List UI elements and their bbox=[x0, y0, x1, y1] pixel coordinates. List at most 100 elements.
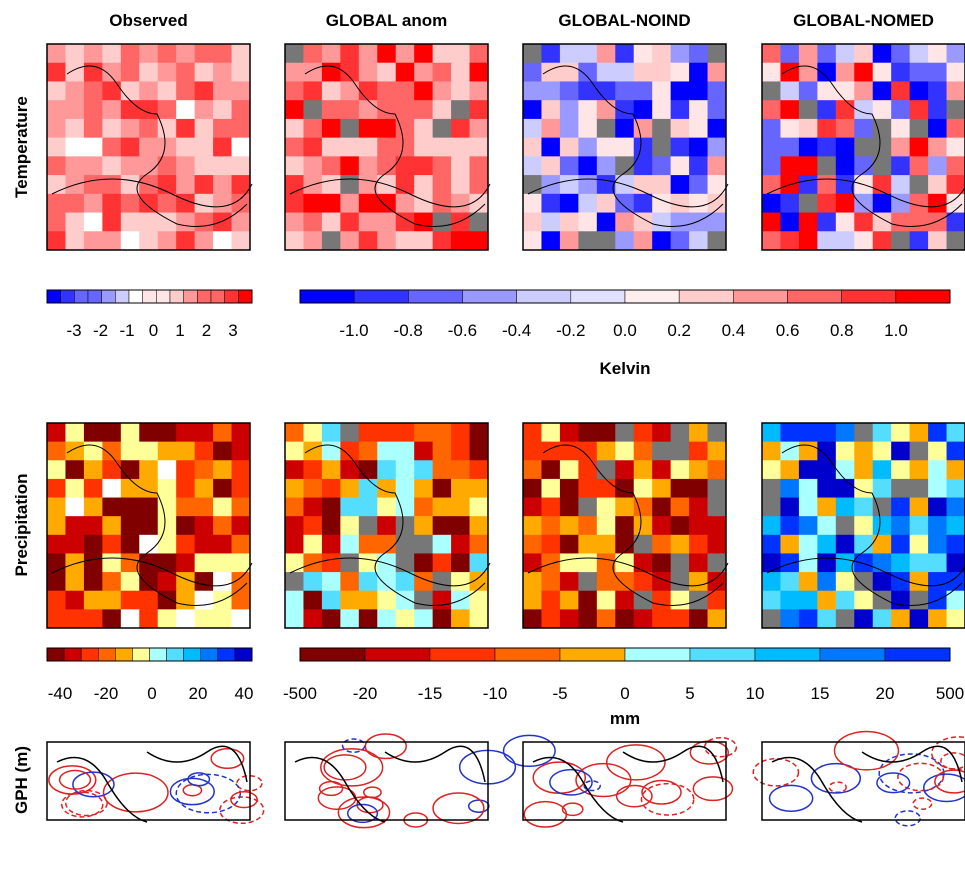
map-cell bbox=[451, 423, 470, 442]
colorbar-tick-label: -0.2 bbox=[556, 321, 585, 340]
map-cell bbox=[799, 100, 818, 119]
map-cell bbox=[928, 194, 947, 213]
map-cell bbox=[303, 442, 322, 461]
map-cell bbox=[891, 516, 910, 535]
map-cell bbox=[780, 572, 799, 591]
map-cell bbox=[708, 156, 727, 175]
map-cell bbox=[470, 423, 489, 442]
map-cell bbox=[322, 609, 341, 628]
map-cell bbox=[523, 479, 542, 498]
map-cell bbox=[708, 609, 727, 628]
map-cell bbox=[652, 213, 671, 232]
map-cell bbox=[303, 516, 322, 535]
map-cell bbox=[799, 423, 818, 442]
colorbar-tick-label: 0.6 bbox=[776, 321, 800, 340]
map-cell bbox=[762, 442, 781, 461]
map-cell bbox=[671, 516, 690, 535]
map-cell bbox=[396, 63, 415, 82]
map-cell bbox=[762, 479, 781, 498]
map-cell bbox=[597, 535, 616, 554]
map-cell bbox=[47, 498, 66, 517]
map-cell bbox=[689, 100, 708, 119]
map-cell bbox=[817, 479, 836, 498]
map-cell bbox=[762, 63, 781, 82]
map-cell bbox=[891, 213, 910, 232]
map-cell bbox=[708, 119, 727, 138]
map-cell bbox=[780, 138, 799, 157]
map-cell bbox=[560, 479, 579, 498]
map-cell bbox=[213, 609, 232, 628]
map-cell bbox=[470, 231, 489, 250]
map-cell bbox=[340, 572, 359, 591]
map-cell bbox=[213, 479, 232, 498]
map-cell bbox=[541, 442, 560, 461]
map-cell bbox=[891, 591, 910, 610]
map-cell bbox=[910, 442, 929, 461]
map-cell bbox=[414, 81, 433, 100]
map-cell bbox=[817, 100, 836, 119]
colorbar-tick-label: -15 bbox=[418, 684, 443, 703]
map-cell bbox=[47, 138, 66, 157]
map-cell bbox=[232, 460, 251, 479]
map-cell bbox=[322, 572, 341, 591]
map-cell bbox=[470, 119, 489, 138]
map-cell bbox=[836, 63, 855, 82]
map-cell bbox=[451, 138, 470, 157]
map-cell bbox=[232, 516, 251, 535]
map-cell bbox=[285, 194, 304, 213]
map-cell bbox=[947, 213, 965, 232]
map-cell bbox=[947, 423, 965, 442]
map-cell bbox=[578, 63, 597, 82]
colorbar-tick-label: 0 bbox=[147, 684, 156, 703]
map-cell bbox=[799, 572, 818, 591]
map-cell bbox=[854, 460, 873, 479]
row-label: GPH (m) bbox=[12, 746, 31, 814]
colorbar-segment bbox=[88, 290, 102, 303]
map-cell bbox=[947, 553, 965, 572]
map-cell bbox=[139, 516, 158, 535]
map-cell bbox=[854, 516, 873, 535]
map-cell bbox=[523, 460, 542, 479]
map-cell bbox=[396, 194, 415, 213]
map-cell bbox=[817, 535, 836, 554]
map-cell bbox=[377, 81, 396, 100]
map-cell bbox=[414, 516, 433, 535]
map-cell bbox=[854, 591, 873, 610]
map-cell bbox=[578, 572, 597, 591]
map-cell bbox=[102, 609, 121, 628]
map-cell bbox=[873, 479, 892, 498]
map-cell bbox=[597, 460, 616, 479]
map-cell bbox=[232, 138, 251, 157]
map-cell bbox=[451, 44, 470, 63]
map-cell bbox=[121, 516, 140, 535]
map-cell bbox=[671, 44, 690, 63]
map-cell bbox=[47, 194, 66, 213]
colorbar-tick-label: 0.2 bbox=[667, 321, 691, 340]
map-cell bbox=[873, 63, 892, 82]
map-cell bbox=[340, 81, 359, 100]
map-cell bbox=[873, 609, 892, 628]
map-cell bbox=[578, 553, 597, 572]
map-cell bbox=[303, 194, 322, 213]
map-cell bbox=[523, 44, 542, 63]
map-cell bbox=[359, 194, 378, 213]
map-cell bbox=[213, 535, 232, 554]
map-cell bbox=[578, 479, 597, 498]
map-cell bbox=[414, 535, 433, 554]
map-cell bbox=[597, 609, 616, 628]
map-cell bbox=[322, 231, 341, 250]
map-cell bbox=[377, 213, 396, 232]
map-cell bbox=[195, 442, 214, 461]
map-cell bbox=[232, 479, 251, 498]
map-cell bbox=[634, 572, 653, 591]
map-cell bbox=[451, 213, 470, 232]
map-cell bbox=[377, 119, 396, 138]
colorbar-segment bbox=[842, 290, 896, 303]
map-cell bbox=[762, 100, 781, 119]
map-cell bbox=[578, 231, 597, 250]
map-cell bbox=[158, 572, 177, 591]
map-cell bbox=[359, 516, 378, 535]
map-cell bbox=[377, 498, 396, 517]
map-cell bbox=[560, 442, 579, 461]
map-cell bbox=[689, 63, 708, 82]
